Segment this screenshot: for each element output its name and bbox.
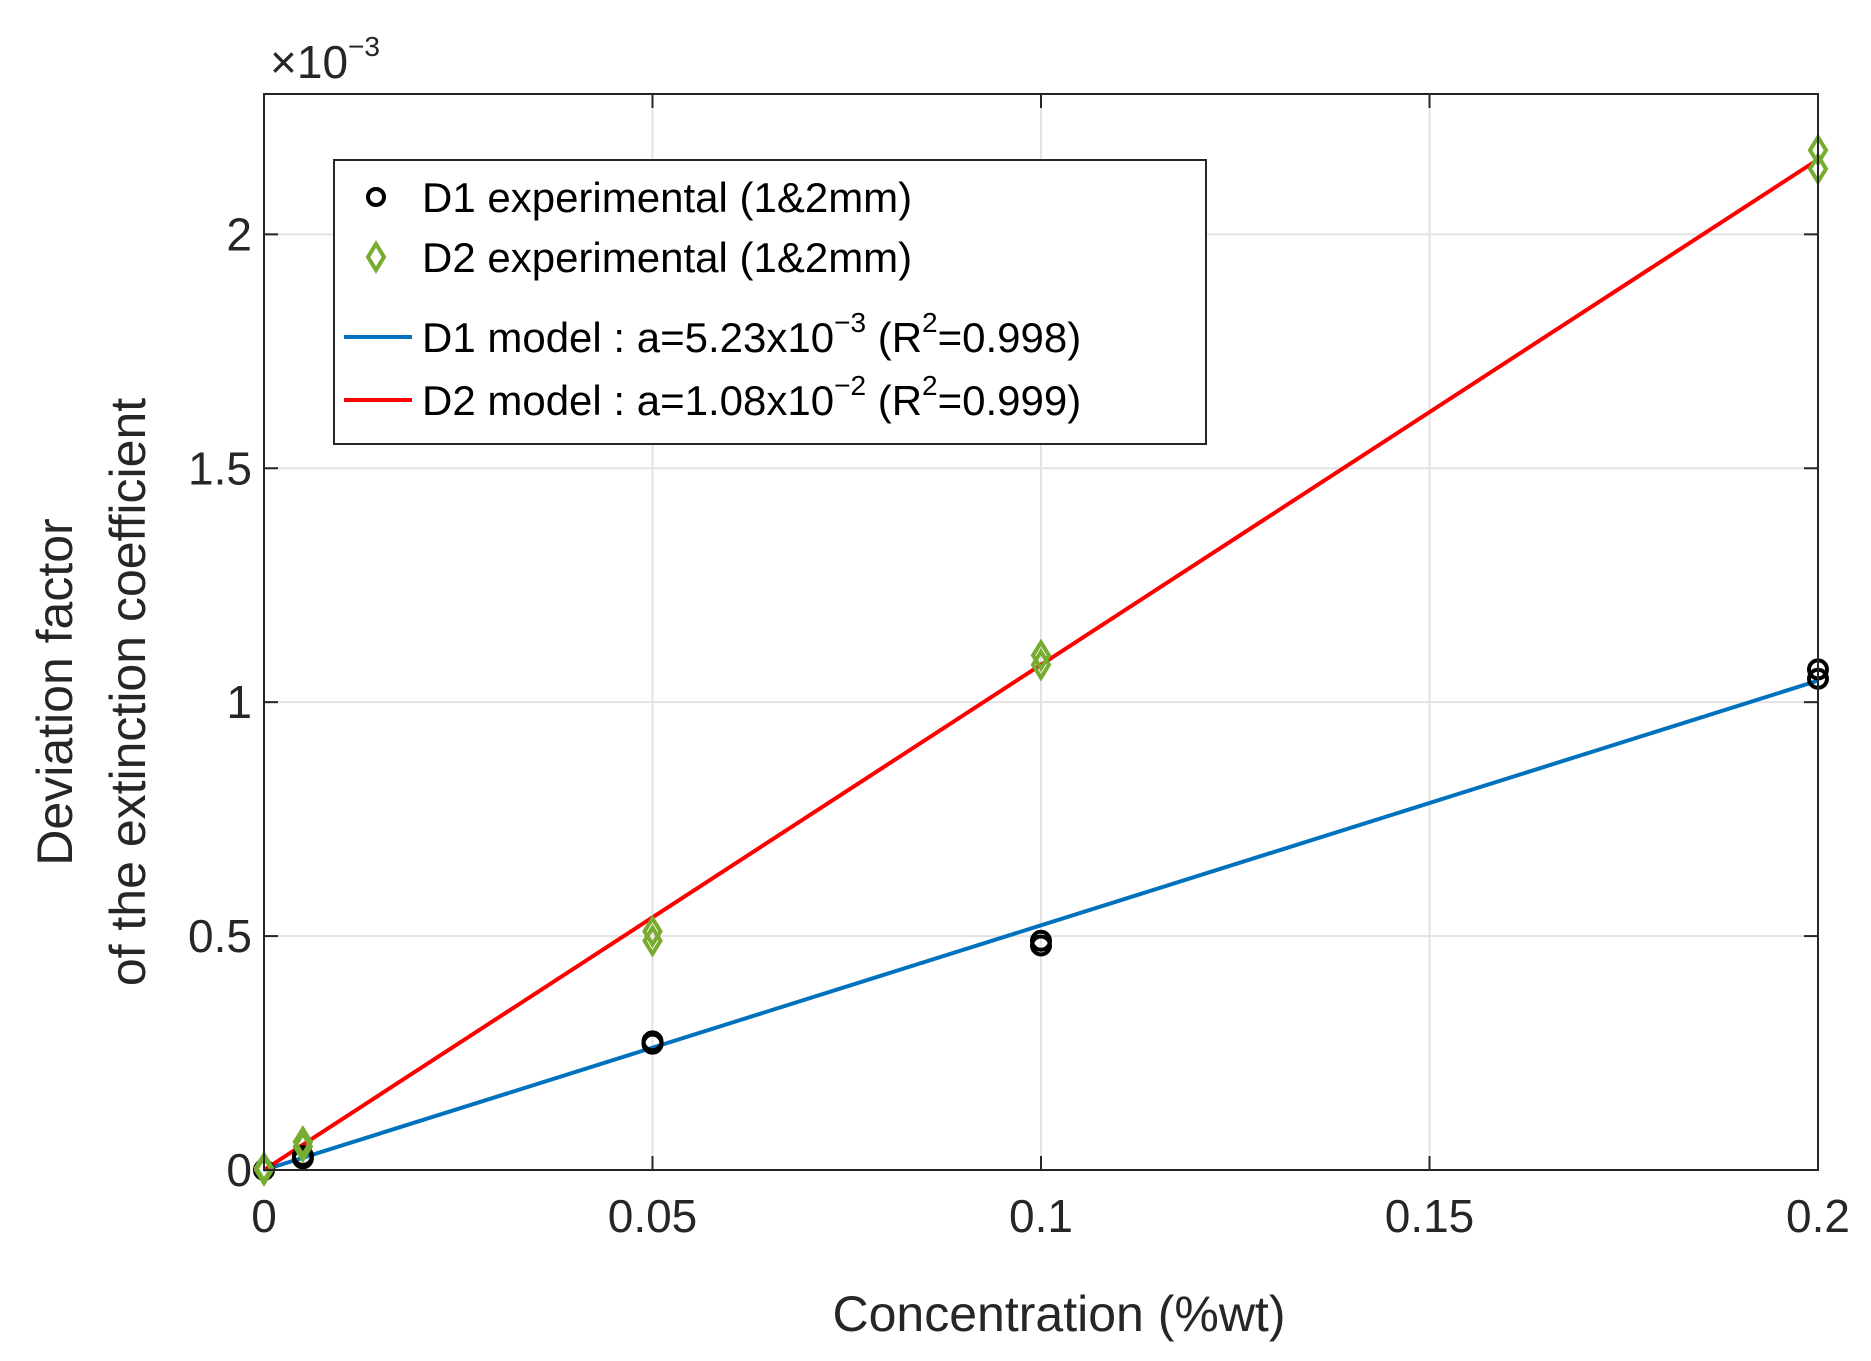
- y-tick-label: 1.5: [188, 442, 252, 494]
- legend-item-d2-experimental: D2 experimental (1&2mm): [365, 234, 912, 281]
- x-tick-label: 0: [251, 1190, 277, 1242]
- x-tick-label: 0.15: [1385, 1190, 1475, 1242]
- x-axis-title: Concentration (%wt): [833, 1286, 1286, 1342]
- legend-circle-marker: [366, 187, 386, 207]
- y-tick-label: 0.5: [188, 910, 252, 962]
- y-axis-title-line1: Deviation factor: [27, 518, 83, 865]
- y-tick-label: 1: [226, 676, 252, 728]
- legend-item-d1-model: D1 model : a=5.23x10−3 (R2=0.998): [344, 307, 1081, 361]
- legend-diamond-marker: [365, 240, 387, 274]
- legend-box: [333, 159, 1207, 445]
- d1-data-point: [641, 1030, 664, 1053]
- y-tick-label: 2: [226, 208, 252, 260]
- y-tick-label: 0: [226, 1144, 252, 1196]
- y-multiplier-base: ×10: [270, 36, 348, 88]
- legend-label-d1-experimental: D1 experimental (1&2mm): [422, 174, 912, 221]
- d2-data-point: [292, 1125, 314, 1159]
- legend-label-d1-model: D1 model : a=5.23x10−3 (R2=0.998): [422, 307, 1081, 361]
- legend-label-d2-experimental: D2 experimental (1&2mm): [422, 234, 912, 281]
- y-multiplier-exponent: −3: [348, 31, 380, 62]
- x-tick-label: 0.1: [1009, 1190, 1073, 1242]
- x-tick-label: 0.2: [1786, 1190, 1850, 1242]
- d2-data-point: [1030, 638, 1052, 673]
- d1-data-point: [291, 1144, 314, 1167]
- ticks: 0 0.05 0.1 0.15 0.2 0 0.5 1 1.5 2: [188, 94, 1850, 1242]
- d2-data-point: [292, 1129, 314, 1164]
- d1-data-point: [1030, 929, 1052, 952]
- d2-data-point: [253, 1150, 275, 1185]
- legend: D1 experimental (1&2mm) D2 experimental …: [333, 159, 1207, 445]
- y-axis-title-line2: of the extinction coefficient: [100, 398, 156, 986]
- x-tick-label: 0.05: [608, 1190, 698, 1242]
- legend-item-d2-model: D2 model : a=1.08x10−2 (R2=0.999): [344, 370, 1081, 424]
- d2-data-point: [642, 914, 663, 949]
- model-line-2: [263, 678, 1819, 1172]
- legend-item-d1-experimental: D1 experimental (1&2mm): [366, 174, 912, 221]
- legend-label-d2-model: D2 model : a=1.08x10−2 (R2=0.999): [422, 370, 1081, 424]
- y-multiplier: ×10−3: [270, 31, 380, 88]
